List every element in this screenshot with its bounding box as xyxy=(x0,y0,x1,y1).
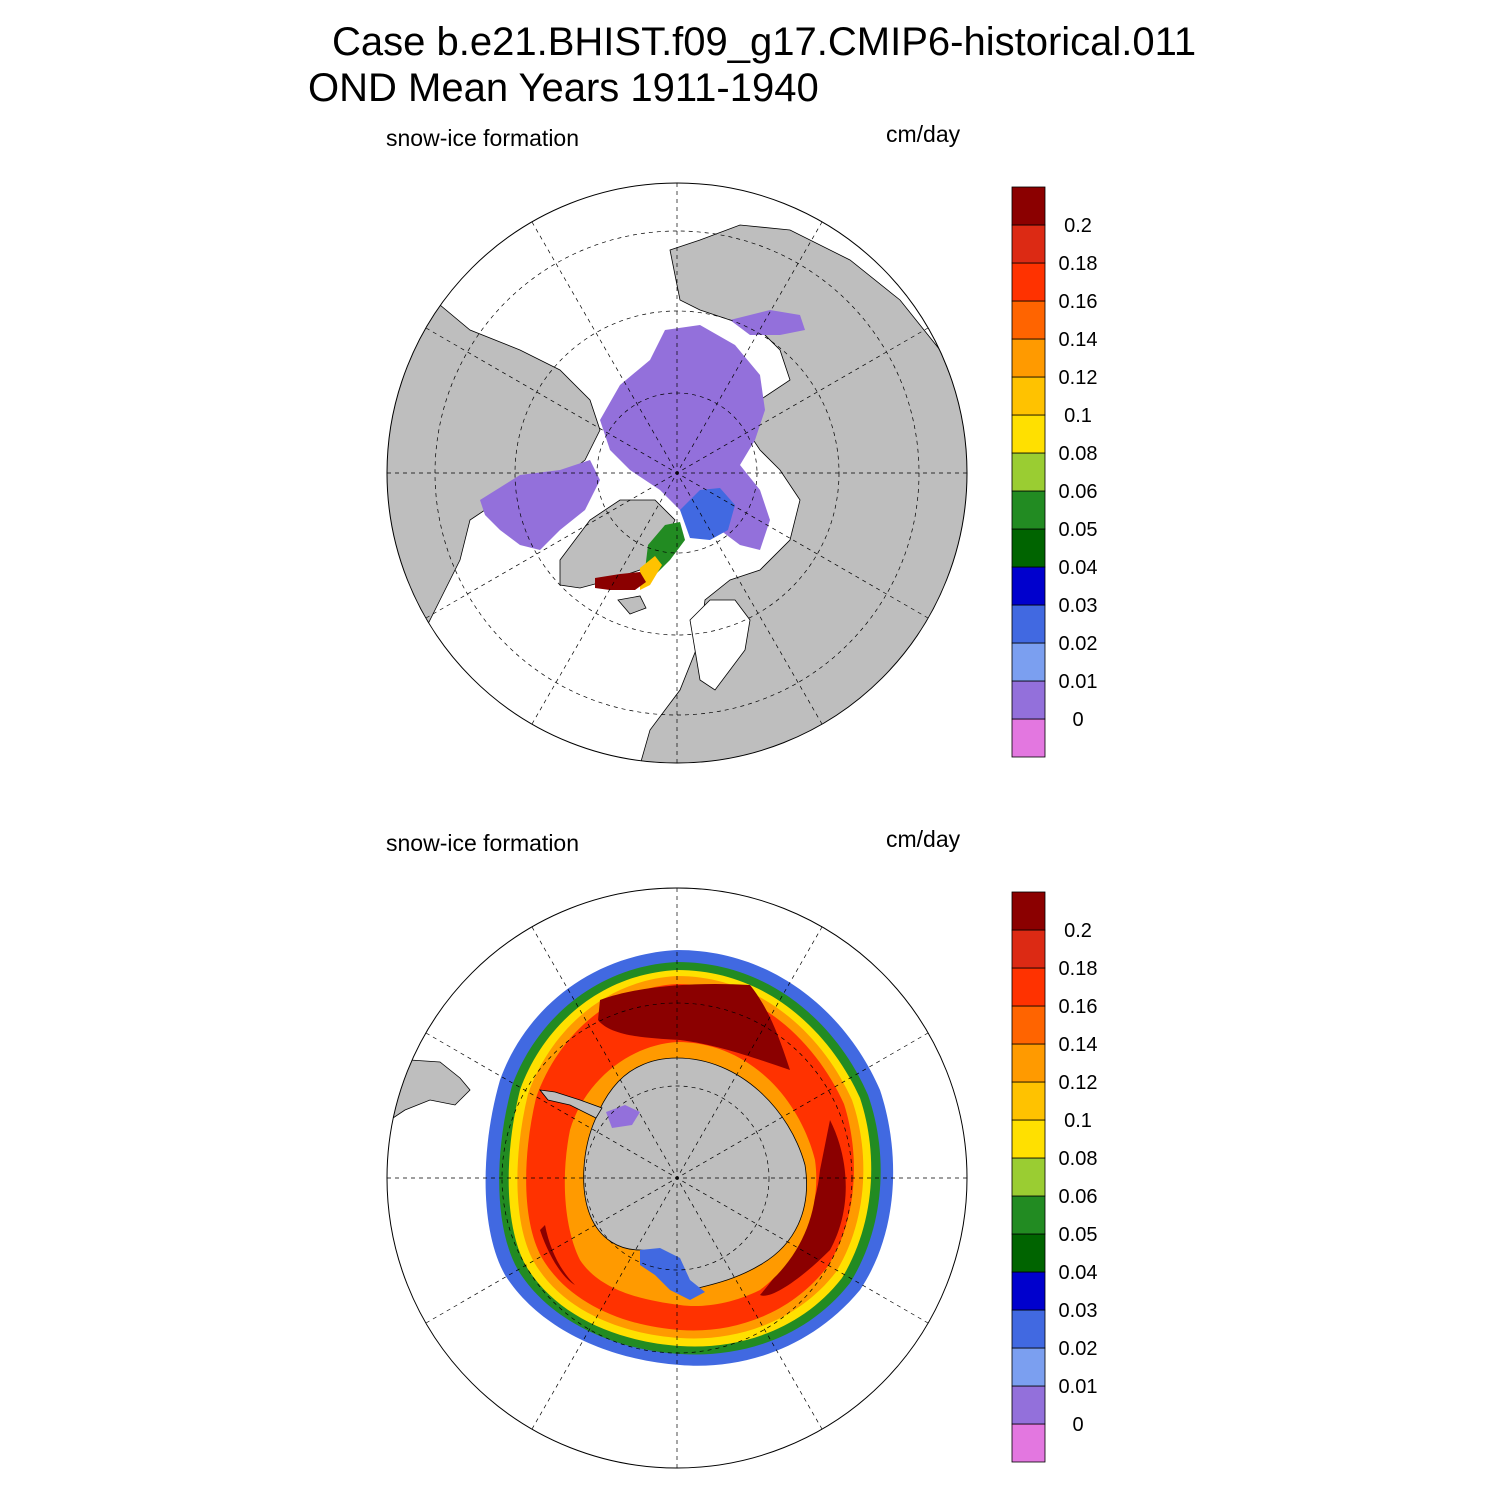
south-units-label: cm/day xyxy=(886,826,961,852)
south-colorbar-label: 0.2 xyxy=(1064,920,1092,942)
south-colorbar-box xyxy=(1011,1195,1046,1235)
south-colorbar-box xyxy=(1011,929,1046,969)
south-colorbar-box xyxy=(1011,1005,1046,1045)
south-colorbar-box xyxy=(1011,1347,1046,1387)
north-sea-ice-siberian xyxy=(730,310,805,335)
south-colorbar-label: 0.16 xyxy=(1059,996,1098,1018)
south-colorbar-label: 0.08 xyxy=(1059,1148,1098,1170)
north-colorbar-box xyxy=(1011,452,1046,492)
south-colorbar-label: 0.02 xyxy=(1059,1338,1098,1360)
north-colorbar-box xyxy=(1011,680,1046,720)
north-polar-map xyxy=(386,182,968,764)
north-colorbar-label: 0.05 xyxy=(1059,519,1098,541)
north-map-border xyxy=(386,182,968,764)
north-colorbar-box xyxy=(1011,414,1046,454)
north-sea-ice-denmark-strait xyxy=(595,572,646,590)
north-colorbar-label: 0.06 xyxy=(1059,481,1098,503)
south-colorbar-box xyxy=(1011,1157,1046,1197)
south-colorbar-box xyxy=(1011,1271,1046,1311)
south-polar-map xyxy=(386,887,968,1469)
north-colorbar-box xyxy=(1011,604,1046,644)
south-field-label: snow-ice formation xyxy=(386,830,580,856)
south-colorbar-label: 0.14 xyxy=(1059,1034,1098,1056)
south-colorbar-label: 0.06 xyxy=(1059,1186,1098,1208)
south-graticule xyxy=(387,888,967,1468)
north-colorbar-label: 0.02 xyxy=(1059,633,1098,655)
north-colorbar-label: 0 xyxy=(1072,709,1083,731)
north-colorbar: 0.2 0.18 0.16 0.14 0.12 0.1 0.08 0.06 0.05 0.04 0.… xyxy=(1011,186,1098,758)
south-colorbar-box xyxy=(1011,1119,1046,1159)
south-colorbar-label: 0.01 xyxy=(1059,1376,1098,1398)
south-colorbar-box xyxy=(1011,1081,1046,1121)
figure-title-line2: OND Mean Years 1911-1940 xyxy=(308,66,819,110)
south-colorbar-label: 0.05 xyxy=(1059,1224,1098,1246)
south-sea-ice-max-ross xyxy=(540,1225,575,1285)
north-land-scandinavia xyxy=(689,599,751,691)
north-colorbar-label: 0.03 xyxy=(1059,595,1098,617)
south-colorbar-label: 0.18 xyxy=(1059,958,1098,980)
north-colorbar-label: 0.18 xyxy=(1059,253,1098,275)
north-colorbar-label: 0.12 xyxy=(1059,367,1098,389)
figure-title-line1: Case b.e21.BHIST.f09_g17.CMIP6-historica… xyxy=(332,20,1197,64)
south-colorbar-box xyxy=(1011,1233,1046,1273)
south-colorbar-label: 0.04 xyxy=(1059,1262,1098,1284)
north-colorbar-label: 0.04 xyxy=(1059,557,1098,579)
north-colorbar-label: 0.2 xyxy=(1064,215,1092,237)
north-colorbar-box xyxy=(1011,300,1046,340)
north-colorbar-label: 0.14 xyxy=(1059,329,1098,351)
north-sea-ice-central-arctic xyxy=(600,325,770,550)
north-colorbar-box xyxy=(1011,718,1046,758)
south-colorbar-label: 0.1 xyxy=(1064,1110,1092,1132)
north-colorbar-box xyxy=(1011,338,1046,378)
south-land-south-america xyxy=(389,1059,471,1121)
north-colorbar-label: 0.1 xyxy=(1064,405,1092,427)
north-colorbar-box xyxy=(1011,490,1046,530)
south-sea-ice-ross-blue xyxy=(640,1248,705,1300)
south-colorbar-label: 0.03 xyxy=(1059,1300,1098,1322)
south-colorbar-box xyxy=(1011,891,1046,931)
north-colorbar-label: 0.01 xyxy=(1059,671,1098,693)
south-land-antarctic-peninsula xyxy=(539,1089,603,1119)
north-sea-ice-barents-blue xyxy=(680,488,735,540)
south-colorbar-box xyxy=(1011,1423,1046,1463)
north-colorbar-box xyxy=(1011,528,1046,568)
south-colorbar-label: 0 xyxy=(1072,1414,1083,1436)
south-colorbar-box xyxy=(1011,1043,1046,1083)
north-colorbar-box xyxy=(1011,224,1046,264)
north-graticule xyxy=(387,183,967,763)
south-colorbar-box xyxy=(1011,1309,1046,1349)
south-colorbar: 0.2 0.18 0.16 0.14 0.12 0.1 0.08 0.06 0.05 0.04 0.… xyxy=(1011,891,1098,1463)
north-colorbar-box xyxy=(1011,262,1046,302)
north-sea-ice-canadian-arctic xyxy=(480,460,600,550)
north-land-iceland xyxy=(617,595,647,615)
south-map-border xyxy=(386,887,968,1469)
north-colorbar-box xyxy=(1011,376,1046,416)
south-colorbar-box xyxy=(1011,1385,1046,1425)
south-sea-ice-max-indian xyxy=(760,1120,846,1296)
north-field-label: snow-ice formation xyxy=(386,125,580,151)
south-sea-ice-weddell-purple xyxy=(606,1105,640,1128)
south-colorbar-label: 0.12 xyxy=(1059,1072,1098,1094)
north-colorbar-box xyxy=(1011,186,1046,226)
south-colorbar-box xyxy=(1011,967,1046,1007)
north-colorbar-label: 0.08 xyxy=(1059,443,1098,465)
north-units-label: cm/day xyxy=(886,121,961,147)
north-colorbar-box xyxy=(1011,566,1046,606)
north-colorbar-label: 0.16 xyxy=(1059,291,1098,313)
north-colorbar-box xyxy=(1011,642,1046,682)
